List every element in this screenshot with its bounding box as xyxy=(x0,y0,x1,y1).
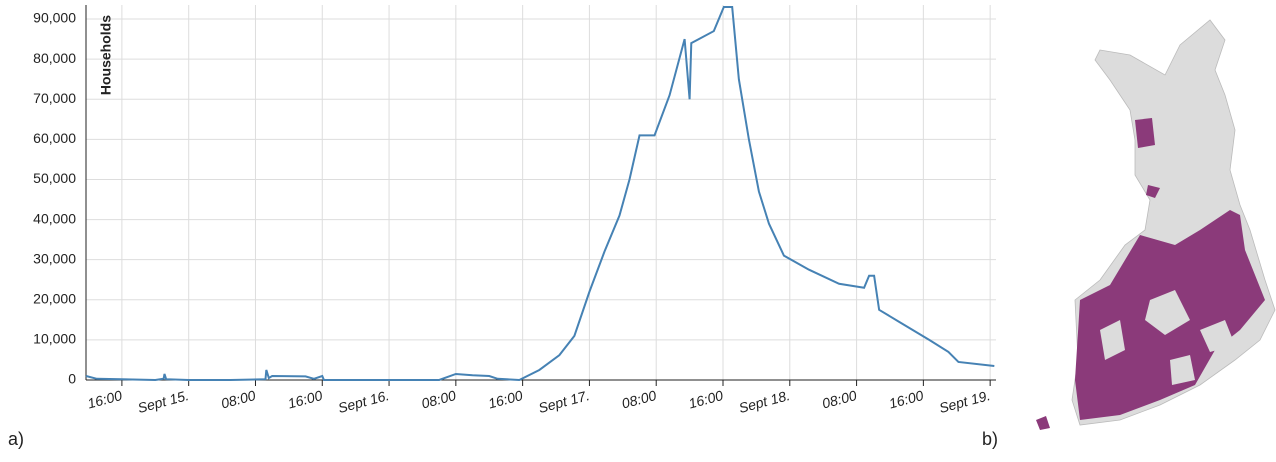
y-tick-label: 0 xyxy=(68,371,76,387)
y-tick-label: 40,000 xyxy=(33,210,76,226)
x-tick-label: 08:00 xyxy=(820,387,858,412)
map-land xyxy=(1200,320,1235,352)
map-land xyxy=(1170,355,1195,385)
map-land xyxy=(1100,320,1125,360)
y-tick-label: 80,000 xyxy=(33,50,76,66)
x-tick-label: Sept 16. xyxy=(336,387,391,416)
y-tick-label: 10,000 xyxy=(33,331,76,347)
x-tick-label: 08:00 xyxy=(620,387,658,412)
data-line xyxy=(85,6,995,382)
map-land xyxy=(1145,290,1190,335)
y-tick-label: 50,000 xyxy=(33,170,76,186)
x-tick-label: 16:00 xyxy=(887,387,925,412)
map-region xyxy=(1146,185,1160,198)
panel-label: b) xyxy=(982,429,998,449)
map xyxy=(1036,19,1276,430)
panel-label: a) xyxy=(8,429,24,449)
x-tick-label: 08:00 xyxy=(219,387,257,412)
x-tick-label: 16:00 xyxy=(486,387,524,412)
y-axis-label: Households xyxy=(98,15,114,95)
x-tick-label: Sept 19. xyxy=(937,387,992,416)
y-tick-label: 30,000 xyxy=(33,250,76,266)
y-tick-label: 90,000 xyxy=(33,10,76,26)
x-tick-label: 16:00 xyxy=(687,387,725,412)
y-tick-label: 20,000 xyxy=(33,290,76,306)
x-tick-label: Sept 15. xyxy=(136,387,191,416)
x-tick-label: 16:00 xyxy=(86,387,124,412)
map-region xyxy=(1135,118,1155,148)
map-region xyxy=(1036,416,1050,430)
x-tick-label: Sept 18. xyxy=(737,387,792,416)
y-tick-label: 60,000 xyxy=(33,130,76,146)
x-tick-label: 08:00 xyxy=(420,387,458,412)
x-tick-label: Sept 17. xyxy=(537,387,592,416)
x-tick-label: 16:00 xyxy=(286,387,324,412)
y-tick-label: 70,000 xyxy=(33,90,76,106)
